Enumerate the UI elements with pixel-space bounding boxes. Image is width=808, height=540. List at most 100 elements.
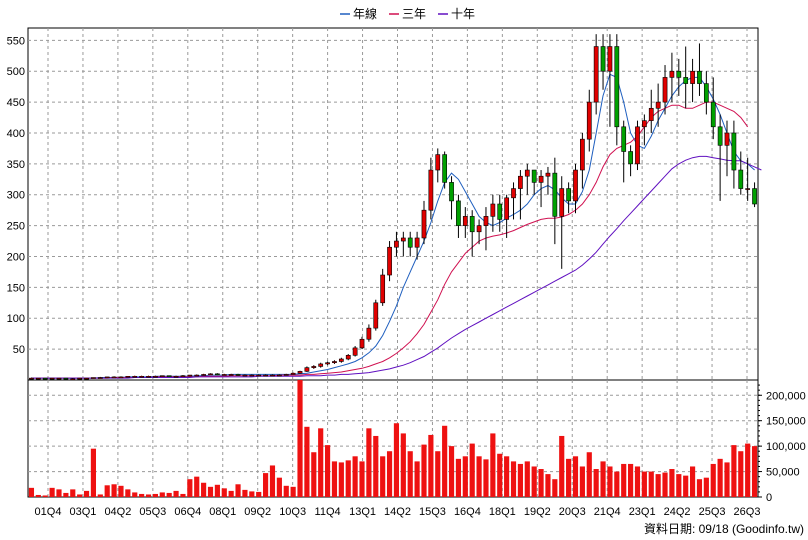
candle bbox=[676, 58, 682, 96]
volume-bar bbox=[324, 445, 331, 497]
legend-label: 十年 bbox=[451, 7, 475, 21]
candle-body bbox=[442, 154, 448, 183]
candle bbox=[394, 231, 399, 257]
candle-body bbox=[166, 375, 172, 377]
candle-body bbox=[42, 377, 48, 380]
candle-body bbox=[228, 374, 234, 376]
volume-bar bbox=[435, 451, 441, 497]
candle-body bbox=[724, 132, 730, 146]
candle bbox=[456, 194, 461, 238]
volume-plot-frame bbox=[27, 379, 759, 498]
candle bbox=[153, 375, 158, 378]
x-tick-label: 03Q1 bbox=[69, 506, 96, 518]
volume-bar bbox=[600, 461, 606, 497]
candle-body bbox=[400, 237, 406, 242]
candle-body bbox=[29, 377, 34, 380]
x-tick-label: 05Q3 bbox=[139, 506, 166, 518]
volume-bar bbox=[738, 451, 744, 497]
candle-body bbox=[249, 374, 255, 377]
candle bbox=[607, 34, 613, 127]
volume-bar bbox=[517, 463, 523, 497]
candle bbox=[586, 89, 592, 152]
volume-bar bbox=[483, 459, 489, 497]
candle-body bbox=[84, 377, 89, 380]
candle bbox=[318, 362, 324, 368]
candle-body bbox=[621, 126, 627, 152]
candle bbox=[697, 43, 702, 96]
candle-body bbox=[462, 216, 468, 226]
candle bbox=[352, 346, 358, 357]
x-tick-label: 18Q1 bbox=[489, 506, 516, 518]
candle bbox=[511, 182, 516, 220]
volume-bar bbox=[689, 466, 696, 497]
volume-bar bbox=[421, 444, 427, 497]
candle bbox=[228, 373, 234, 376]
volume-bar bbox=[648, 471, 654, 497]
candle-body bbox=[628, 151, 633, 165]
candle-body bbox=[642, 120, 647, 128]
candle bbox=[29, 377, 34, 380]
candle-body bbox=[428, 169, 434, 211]
candle-body bbox=[710, 101, 716, 128]
volume-bar bbox=[504, 456, 510, 497]
candle-body bbox=[338, 358, 344, 362]
candle-body bbox=[373, 302, 379, 329]
candle-body bbox=[153, 375, 158, 378]
candle-body bbox=[483, 216, 489, 226]
candle bbox=[717, 114, 723, 201]
candle-body bbox=[49, 377, 55, 380]
volume-bar bbox=[166, 492, 172, 497]
candle-body bbox=[545, 172, 551, 177]
candle-body bbox=[332, 361, 337, 364]
volume-bar bbox=[703, 477, 709, 497]
candle-body bbox=[531, 169, 537, 183]
volume-bar bbox=[448, 446, 455, 497]
volume-bar bbox=[318, 428, 324, 497]
candle bbox=[400, 231, 406, 257]
candle bbox=[283, 373, 289, 376]
candle bbox=[297, 370, 303, 374]
volume-bar bbox=[745, 443, 751, 497]
candle-body bbox=[256, 374, 262, 377]
candle-body bbox=[414, 237, 420, 248]
volume-bar bbox=[490, 433, 496, 497]
candle-body bbox=[221, 374, 227, 376]
candle bbox=[504, 194, 509, 238]
candle-body bbox=[345, 354, 351, 360]
candle bbox=[600, 34, 606, 90]
candle bbox=[111, 376, 117, 379]
candle-body bbox=[132, 375, 138, 378]
x-tick-label: 24Q2 bbox=[664, 506, 691, 518]
candle bbox=[738, 151, 744, 195]
volume-bar bbox=[145, 494, 152, 497]
volume-bar bbox=[634, 466, 641, 497]
candle bbox=[42, 377, 48, 380]
legend-item: 年線 bbox=[340, 6, 377, 21]
volume-bar bbox=[352, 456, 358, 497]
volume-tick-label: 150,000 bbox=[766, 416, 806, 428]
candle bbox=[462, 207, 468, 238]
x-tick-label: 25Q3 bbox=[699, 506, 726, 518]
volume-bar bbox=[593, 469, 599, 497]
candle-body bbox=[635, 126, 640, 165]
candle-body bbox=[738, 169, 744, 189]
candle-body bbox=[662, 77, 668, 103]
price-y-axis: 50 100 150 200 250 300 350 400 450 500 550 bbox=[7, 35, 25, 356]
candle-body bbox=[63, 377, 69, 380]
candle-body bbox=[208, 373, 213, 376]
volume-bar bbox=[621, 463, 627, 497]
volume-tick-label: 100,000 bbox=[766, 441, 806, 453]
price-tick-label: 400 bbox=[7, 128, 25, 140]
candle-body bbox=[566, 188, 571, 202]
candle bbox=[249, 374, 255, 377]
candle bbox=[97, 376, 103, 379]
candle-body bbox=[490, 203, 496, 217]
volume-bar bbox=[566, 458, 572, 497]
candle-body bbox=[387, 246, 392, 276]
candle bbox=[187, 374, 193, 377]
volume-bar bbox=[710, 463, 716, 497]
candle-body bbox=[91, 377, 96, 379]
volume-bar bbox=[187, 479, 193, 497]
volume-bar bbox=[242, 489, 248, 497]
volume-bar bbox=[751, 446, 758, 497]
